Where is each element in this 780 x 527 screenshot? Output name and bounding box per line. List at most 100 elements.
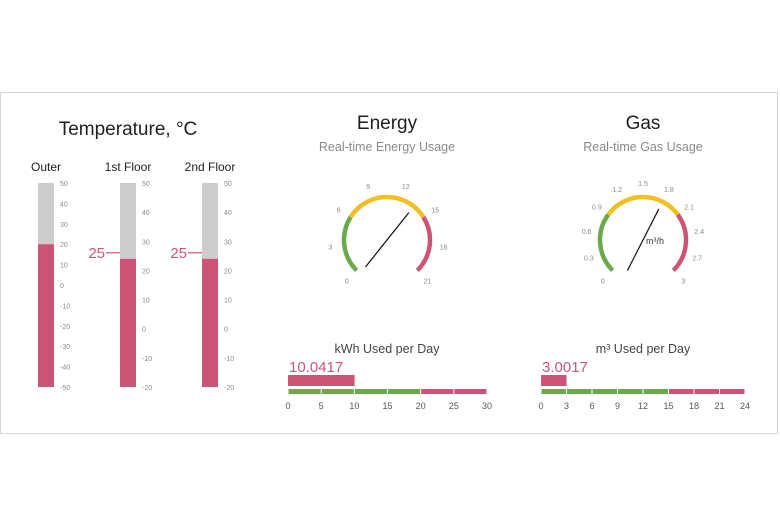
gauge-range-green	[341, 215, 359, 272]
bar-tick-label: 25	[449, 401, 459, 411]
thermometer-tick: 0	[60, 283, 64, 290]
thermometer-group: Outer 50 40 30 20 10 0 -10 -20 -30 -40 -50 1st Floor…	[31, 160, 235, 392]
energy-bullet-bar: 10.0417 0 5 10 15 20 25 30	[285, 359, 492, 411]
gauge-tick-label: 18	[440, 244, 448, 251]
thermometer-tick: -10	[142, 356, 152, 363]
gauge-needle	[365, 212, 410, 268]
gauge-range-green	[597, 213, 615, 272]
gauge-tick-label: 0	[345, 278, 349, 285]
thermometer-tick: -40	[60, 365, 70, 372]
bar-tick-label: 15	[382, 401, 392, 411]
thermometer-tick: 30	[60, 222, 68, 229]
bar-tick-label: 18	[689, 401, 699, 411]
dashboard-panel: Temperature, °C Outer 50 40 30 20 10 0 -10 -20 -3…	[0, 92, 778, 434]
thermometer-tick: 0	[224, 327, 228, 334]
bar-tick-label: 0	[538, 401, 543, 411]
gauge-unit: m³/h	[646, 236, 664, 246]
gauge-tick-label: 15	[431, 208, 439, 215]
gauge-range-pink	[671, 213, 689, 272]
bar-tick-label: 21	[714, 401, 724, 411]
gauge-tick-label: 12	[402, 184, 410, 191]
gauge-tick-label: 6	[337, 208, 341, 215]
thermometer-1: Outer 50 40 30 20 10 0 -10 -20 -30 -40 -50	[31, 160, 70, 392]
energy-title: Energy	[357, 113, 418, 134]
bar-tick-label: 5	[319, 401, 324, 411]
gauge-range-pink	[415, 215, 433, 272]
thermometer-tick: 30	[224, 239, 232, 246]
gauge-tick-label: 2.1	[684, 204, 694, 211]
gauge-tick-label: 0.3	[584, 256, 594, 263]
gauge-tick-label: 1.2	[612, 187, 622, 194]
thermometer-empty	[120, 183, 136, 259]
bar-tick-label: 10	[349, 401, 359, 411]
thermometer-tick: 10	[224, 298, 232, 305]
gas-bullet-bar: 3.0017 0 3 6 9 12 15 18 21 24	[538, 359, 750, 411]
thermometer-label: 2nd Floor	[185, 160, 236, 174]
thermometer-tick: -10	[60, 303, 70, 310]
temperature-section: Temperature, °C Outer 50 40 30 20 10 0 -10 -20 -3…	[31, 119, 235, 392]
thermometer-tick: -30	[60, 344, 70, 351]
bar-tick-label: 20	[416, 401, 426, 411]
thermometer-label: 1st Floor	[105, 160, 152, 174]
thermometer-marker-value: 25	[170, 245, 187, 262]
thermometer-fill	[202, 258, 218, 387]
gauge-tick-label: 0.6	[582, 229, 592, 236]
energy-gauge[interactable]: 0 3 6 9 12 15 18 21	[328, 184, 447, 285]
gas-subtitle: Real-time Gas Usage	[583, 140, 703, 154]
gauge-tick-label: 2.7	[692, 256, 702, 263]
gauge-needle	[626, 208, 660, 271]
gauge-range-yellow	[348, 194, 426, 219]
bar-value	[541, 375, 567, 386]
dashboard-canvas: Temperature, °C Outer50403020100-10-20-3…	[31, 113, 750, 411]
bar-range-pink	[668, 389, 745, 394]
bar-range-green	[541, 389, 669, 394]
bar-tick-label: 24	[740, 401, 750, 411]
gauge-tick-label: 9	[366, 184, 370, 191]
energy-subtitle: Real-time Energy Usage	[319, 140, 455, 154]
gas-bar-label: m³ Used per Day	[596, 342, 691, 356]
thermometer-tick: 20	[60, 242, 68, 249]
thermometer-empty	[202, 183, 218, 259]
thermometer-tick: 0	[142, 327, 146, 334]
thermometer-tick: -20	[224, 385, 234, 392]
gas-gauge[interactable]: 0 0.3 0.6 0.9 1.2 1.5 1.8 2.1 2.4 2.7 3 m³/h	[582, 181, 704, 285]
gauge-tick-label: 1.8	[664, 187, 674, 194]
thermometer-marker-value: 25	[88, 245, 105, 262]
gauge-range-yellow	[606, 194, 680, 217]
bar-value	[288, 375, 355, 386]
thermometer-tick: 40	[60, 201, 68, 208]
gas-section: Gas Real-time Gas Usage 0 0.3 0.6 0.9 1.2 1.5…	[538, 113, 750, 411]
thermometer-fill	[120, 258, 136, 387]
temperature-title: Temperature, °C	[59, 119, 198, 140]
thermometer-2: 1st Floor 50 40 30 20 10 0 -10 -20 25	[88, 160, 152, 392]
bar-value-label: 3.0017	[542, 359, 588, 376]
gauge-tick-label: 3	[681, 278, 685, 285]
gauge-tick-label: 21	[423, 278, 431, 285]
bar-tick-label: 0	[285, 401, 290, 411]
thermometer-tick: 30	[142, 239, 150, 246]
gauge-tick-label: 0	[601, 278, 605, 285]
thermometer-3: 2nd Floor 50 40 30 20 10 0 -10 -20 25	[170, 160, 235, 392]
bar-tick-label: 15	[663, 401, 673, 411]
thermometer-empty	[38, 183, 54, 245]
thermometer-tick: 20	[224, 268, 232, 275]
thermometer-label: Outer	[31, 160, 61, 174]
energy-bar-label: kWh Used per Day	[335, 342, 441, 356]
thermometer-tick: 20	[142, 268, 150, 275]
thermometer-tick: 50	[142, 181, 150, 188]
bar-tick-label: 3	[564, 401, 569, 411]
thermometer-tick: 40	[224, 210, 232, 217]
gas-title: Gas	[626, 113, 661, 134]
thermometer-tick: 10	[60, 263, 68, 270]
bar-value-label: 10.0417	[289, 359, 343, 376]
bar-tick-label: 6	[589, 401, 594, 411]
bar-tick-label: 30	[482, 401, 492, 411]
gauge-tick-label: 2.4	[694, 229, 704, 236]
energy-section: Energy Real-time Energy Usage 0 3 6 9 12 15 18…	[285, 113, 492, 411]
bar-tick-label: 9	[615, 401, 620, 411]
thermometer-tick: -10	[224, 356, 234, 363]
thermometer-tick: -50	[60, 385, 70, 392]
gauge-tick-label: 3	[328, 244, 332, 251]
bar-tick-label: 12	[638, 401, 648, 411]
gauge-tick-label: 1.5	[638, 181, 648, 188]
